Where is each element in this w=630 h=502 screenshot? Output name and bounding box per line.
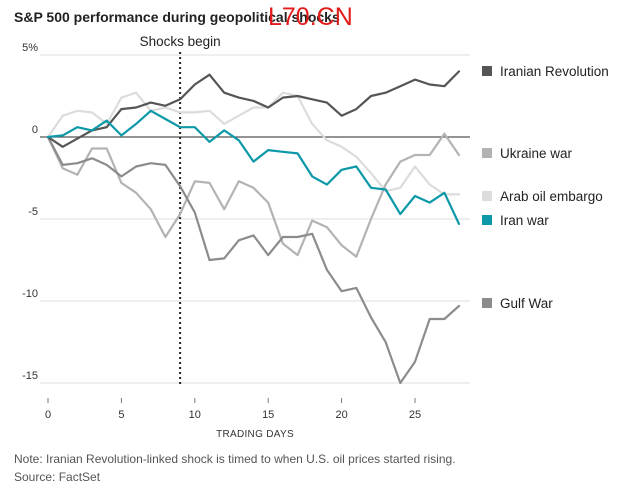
shocks-begin-label: Shocks begin [140, 34, 221, 49]
chart-title: S&P 500 performance during geopolitical … [14, 9, 340, 25]
legend-label-arab-oil-embargo: Arab oil embargo [500, 189, 603, 204]
x-axis-label: TRADING DAYS [216, 429, 294, 440]
series-lines [46, 70, 461, 385]
legend-swatch-iranian-revolution [482, 66, 492, 76]
legend-swatch-gulf-war [482, 298, 492, 308]
y-tick-label: -5 [28, 206, 38, 218]
series-line-ukraine-war [46, 132, 461, 258]
y-tick-label: 5% [22, 42, 38, 54]
y-tick-label: -10 [22, 288, 38, 300]
gridlines [40, 54, 470, 384]
series-line-iranian-revolution [46, 70, 461, 148]
legend-label-iran-war: Iran war [500, 213, 549, 228]
x-tick-label: 20 [335, 409, 347, 421]
shocks-begin-annotation: Shocks begin [140, 34, 221, 384]
legend-label-gulf-war: Gulf War [500, 296, 553, 311]
series-line-gulf-war [46, 135, 461, 385]
y-tick-label: 0 [32, 124, 38, 136]
x-tick-label: 5 [118, 409, 124, 421]
x-tick-label: 0 [45, 409, 51, 421]
x-tick-label: 15 [262, 409, 274, 421]
x-tick-label: 25 [409, 409, 421, 421]
legend-swatch-ukraine-war [482, 148, 492, 158]
legend-label-ukraine-war: Ukraine war [500, 146, 573, 161]
chart-source: Source: FactSet [14, 470, 101, 484]
legend-swatch-iran-war [482, 215, 492, 225]
chart-note: Note: Iranian Revolution-linked shock is… [14, 452, 456, 466]
y-tick-label: -15 [22, 370, 38, 382]
legend-label-iranian-revolution: Iranian Revolution [500, 64, 609, 79]
legend: Iranian Revolution Ukraine war Arab oil em… [482, 64, 609, 311]
y-axis-ticks: 5% 0 -5 -10 -15 [22, 42, 38, 382]
x-tick-label: 10 [189, 409, 201, 421]
legend-swatch-arab-oil-embargo [482, 191, 492, 201]
watermark: L70.CN [268, 3, 353, 31]
series-line-iran-war [46, 109, 461, 225]
x-axis-ticks: 0 5 10 15 20 25 [45, 398, 421, 421]
series-line-arab-oil-embargo [46, 91, 461, 196]
